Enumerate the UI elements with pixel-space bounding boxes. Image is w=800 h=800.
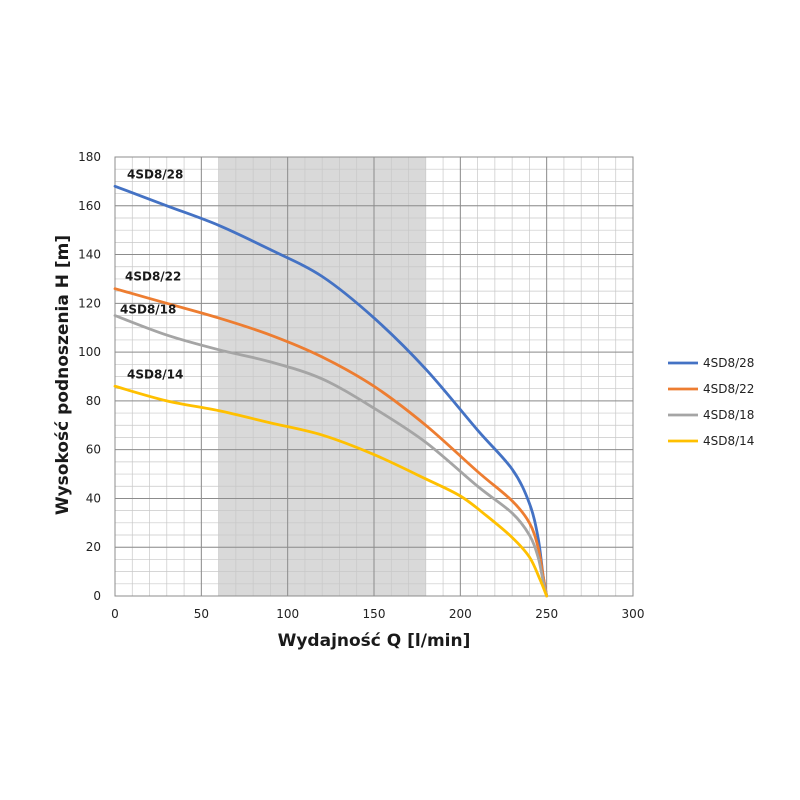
y-tick-label: 180 — [78, 150, 101, 164]
legend-item: 4SD8/14 — [668, 434, 754, 448]
y-axis-title: Wysokość podnoszenia H [m] — [53, 235, 73, 515]
legend-label: 4SD8/28 — [703, 356, 754, 370]
x-tick-label: 100 — [276, 607, 299, 621]
x-tick-label: 150 — [363, 607, 386, 621]
curve-labels: 4SD8/28 4SD8/22 4SD8/18 4SD8/14 — [120, 167, 183, 381]
series-line-4sd8-28 — [113, 184, 549, 598]
series-layer — [113, 184, 549, 598]
legend-item: 4SD8/28 — [668, 356, 754, 370]
legend-item: 4SD8/18 — [668, 408, 754, 422]
x-tick-label: 200 — [449, 607, 472, 621]
y-tick-label: 20 — [86, 540, 101, 554]
x-tick-labels: 0 50 100 150 200 250 300 — [111, 607, 644, 621]
legend-label: 4SD8/22 — [703, 382, 754, 396]
y-tick-label: 140 — [78, 248, 101, 262]
y-tick-label: 0 — [93, 589, 101, 603]
legend-label: 4SD8/18 — [703, 408, 754, 422]
y-tick-label: 100 — [78, 345, 101, 359]
x-tick-label: 0 — [111, 607, 119, 621]
x-tick-label: 250 — [535, 607, 558, 621]
curve-label: 4SD8/14 — [127, 367, 183, 381]
series-line-4sd8-18 — [113, 314, 549, 598]
y-tick-label: 40 — [86, 491, 101, 505]
plot-frame — [114, 156, 634, 597]
x-tick-label: 50 — [194, 607, 209, 621]
y-tick-labels: 0 20 40 60 80 100 120 140 160 180 — [78, 150, 101, 603]
curve-label: 4SD8/28 — [127, 167, 183, 181]
x-axis-title: Wydajność Q [l/min] — [278, 631, 471, 651]
legend: 4SD8/28 4SD8/22 4SD8/18 4SD8/14 — [668, 356, 754, 448]
legend-item: 4SD8/22 — [668, 382, 754, 396]
x-tick-label: 300 — [622, 607, 645, 621]
y-tick-label: 80 — [86, 394, 101, 408]
curve-label: 4SD8/18 — [120, 303, 176, 317]
curve-label: 4SD8/22 — [125, 270, 181, 284]
y-tick-label: 120 — [78, 296, 101, 310]
series-line-4sd8-22 — [113, 287, 549, 598]
series-line-4sd8-14 — [113, 384, 549, 598]
y-tick-label: 160 — [78, 199, 101, 213]
y-tick-label: 60 — [86, 443, 101, 457]
legend-label: 4SD8/14 — [703, 434, 754, 448]
